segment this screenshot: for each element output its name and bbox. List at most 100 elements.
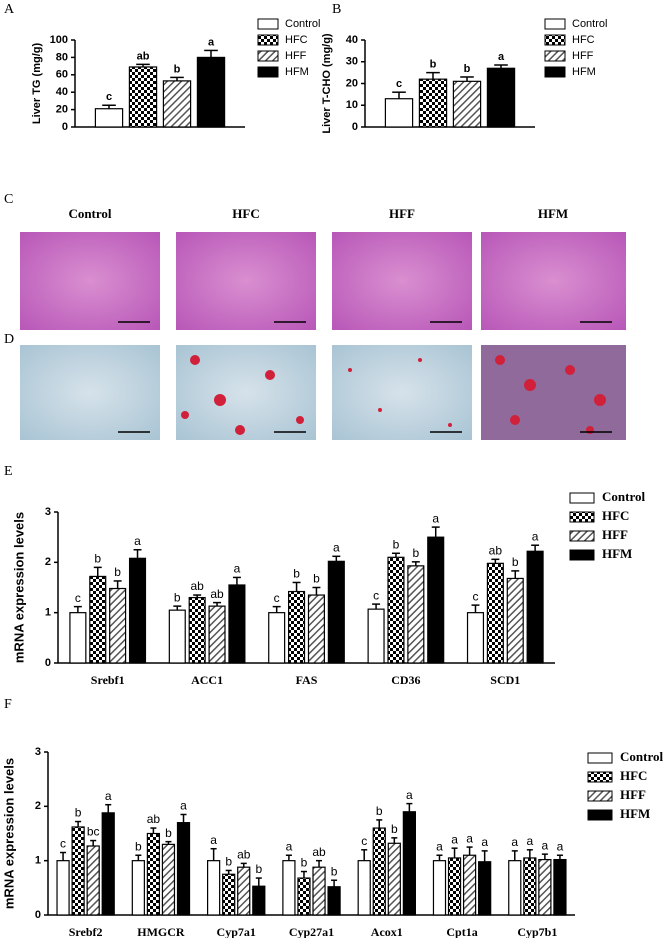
y-tick-label: 0: [45, 657, 51, 669]
legend-swatch: [544, 50, 566, 62]
bar: [462, 854, 477, 916]
bar: [508, 860, 522, 916]
image-label: Control: [68, 206, 111, 221]
significance-letter: a: [286, 839, 293, 853]
x-tick-label: CD36: [391, 673, 420, 687]
x-tick-label: Cyp7a1: [217, 925, 256, 938]
bar: [312, 866, 326, 916]
bar: [538, 858, 552, 916]
panel-letter: D: [4, 332, 14, 347]
significance-letter: a: [481, 835, 488, 849]
significance-letter: b: [313, 572, 320, 586]
significance-letter: b: [94, 552, 101, 566]
legend-swatch: [257, 18, 279, 30]
significance-letter: a: [105, 789, 112, 803]
bar: [128, 66, 158, 128]
legend-swatch: [587, 790, 613, 802]
x-tick-label: ACC1: [191, 673, 223, 687]
x-tick-label: Cyp7b1: [517, 925, 557, 938]
significance-letter: ab: [210, 587, 224, 601]
significance-letter: a: [210, 833, 217, 847]
significance-letter: c: [361, 834, 367, 848]
x-tick-label: Srebf1: [91, 673, 125, 687]
legend-label: HFM: [620, 806, 650, 821]
significance-letter: a: [466, 831, 473, 845]
y-tick-label: 0: [35, 909, 41, 921]
y-axis-label: Liver TG (mg/g): [31, 43, 43, 125]
x-tick-label: FAS: [296, 673, 318, 687]
oil-red-image: [20, 345, 160, 440]
bar: [523, 857, 537, 916]
bar: [56, 860, 70, 916]
bar: [526, 550, 544, 664]
bar: [407, 565, 425, 664]
significance-letter: a: [208, 36, 215, 48]
significance-letter: a: [234, 562, 241, 576]
significance-letter: b: [174, 63, 181, 75]
legend-swatch: [544, 34, 566, 46]
legend-label: HFF: [572, 50, 594, 62]
y-tick-label: 2: [35, 800, 41, 812]
legend-label: HFC: [620, 768, 647, 783]
image-label: HFF: [389, 206, 415, 221]
y-tick-label: 20: [346, 77, 358, 89]
y-axis-label: mRNA expression levels: [1, 758, 16, 909]
x-tick-label: Srebf2: [69, 925, 103, 938]
significance-letter: a: [451, 832, 458, 846]
significance-letter: ab: [147, 812, 161, 826]
significance-letter: b: [293, 567, 300, 581]
bar: [506, 577, 524, 664]
bar: [208, 605, 226, 664]
bar: [466, 612, 485, 664]
y-tick-label: 1: [35, 855, 41, 867]
bar: [176, 822, 191, 916]
significance-letter: b: [135, 839, 142, 853]
x-tick-label: Cyp27a1: [289, 925, 334, 938]
legend-label: HFF: [602, 527, 628, 542]
significance-letter: a: [542, 838, 549, 852]
legend-label: HFM: [602, 546, 632, 561]
y-tick-label: 30: [346, 56, 358, 68]
significance-letter: c: [106, 91, 112, 103]
panel-letter: C: [4, 192, 13, 207]
panel-letter: E: [4, 464, 13, 479]
significance-letter: b: [391, 822, 398, 836]
he-image: [176, 232, 316, 330]
bar: [418, 78, 448, 128]
bar: [327, 886, 341, 916]
bar: [288, 590, 306, 664]
y-tick-label: 3: [45, 506, 51, 518]
significance-letter: b: [225, 855, 232, 869]
legend-label: HFC: [285, 34, 308, 46]
bar: [128, 557, 147, 664]
bar: [486, 67, 516, 128]
significance-letter: b: [75, 806, 82, 820]
legend-swatch: [569, 530, 595, 542]
significance-letter: c: [472, 589, 478, 603]
bar: [109, 587, 127, 664]
panel-letter: A: [4, 2, 15, 17]
significance-letter: ab: [237, 848, 251, 862]
significance-letter: b: [165, 826, 172, 840]
bar: [94, 108, 124, 128]
bar: [268, 612, 286, 664]
significance-letter: b: [114, 565, 121, 579]
y-axis-label: mRNA expression levels: [11, 512, 26, 663]
legend-swatch: [544, 18, 566, 30]
significance-letter: ab: [312, 845, 326, 859]
bar: [86, 845, 100, 916]
bar: [252, 885, 266, 916]
bar: [447, 857, 462, 916]
significance-letter: b: [393, 537, 400, 551]
bar: [297, 877, 311, 916]
image-label: HFC: [232, 206, 259, 221]
significance-letter: b: [464, 63, 471, 75]
significance-letter: ab: [489, 543, 503, 557]
significance-letter: c: [396, 78, 402, 90]
significance-letter: b: [255, 862, 262, 876]
bar: [432, 860, 447, 916]
legend-label: Control: [602, 489, 645, 504]
x-tick-label: HMGCR: [137, 925, 185, 938]
bar: [161, 843, 176, 916]
significance-letter: b: [174, 590, 181, 604]
